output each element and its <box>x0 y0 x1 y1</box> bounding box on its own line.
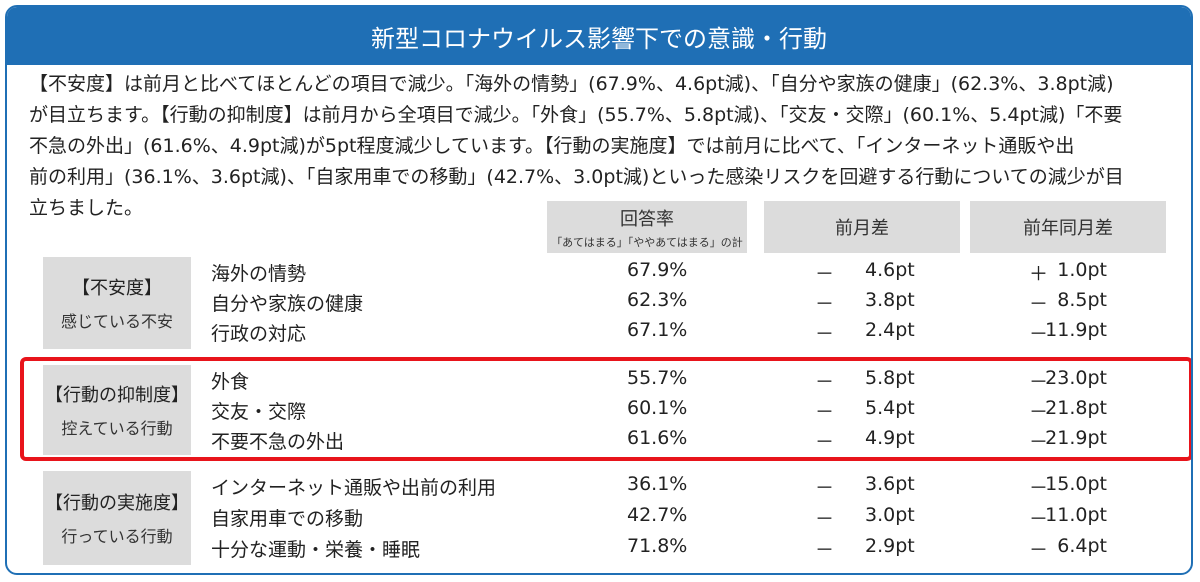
row-yoy-sign: － <box>1029 371 1049 393</box>
column-header-rate-label: 回答率 <box>620 208 674 230</box>
row-mom-sign: － <box>815 508 835 530</box>
row-mom-sign: － <box>815 401 835 423</box>
table-row: 行政の対応 67.1% － 2.4pt － 11.9pt <box>29 319 1189 348</box>
summary-paragraph: 【不安度】は前月と比べてほとんどの項目で減少。「海外の情勢」(67.9%、4.6… <box>29 69 1179 224</box>
row-yoy-sign: － <box>1029 401 1049 423</box>
group-anxiety: 【不安度】 感じている不安 海外の情勢 67.9% － 4.6pt ＋ 1.0p… <box>29 257 1189 353</box>
row-item: 自分や家族の健康 <box>211 293 364 315</box>
row-yoy-sign: － <box>1029 539 1049 561</box>
row-mom: 4.6pt <box>865 259 915 281</box>
row-mom-sign: － <box>815 539 835 561</box>
row-yoy-sign: － <box>1029 508 1049 530</box>
table-row: 外食 55.7% － 5.8pt － 23.0pt <box>29 367 1189 396</box>
row-mom: 2.4pt <box>865 319 915 341</box>
row-mom: 4.9pt <box>865 427 915 449</box>
row-mom: 3.6pt <box>865 473 915 495</box>
column-header-mom: 前月差 <box>764 201 960 253</box>
row-yoy: 8.5pt <box>1057 289 1107 311</box>
row-rate: 67.9% <box>627 259 688 281</box>
group-title: 【行動の抑制度】 <box>45 385 189 406</box>
row-item: 海外の情勢 <box>211 263 307 285</box>
row-mom-sign: － <box>815 477 835 499</box>
row-mom-sign: － <box>815 293 835 315</box>
group-label: 【不安度】 感じている不安 <box>43 257 191 349</box>
group-label: 【行動の抑制度】 控えている行動 <box>43 365 191 455</box>
table-row: 自家用車での移動 42.7% － 3.0pt － 11.0pt <box>29 504 1189 533</box>
column-header-rate: 回答率 「あてはまる」「ややあてはまる」の計 <box>547 201 747 253</box>
summary-line: 不急の外出」(61.6%、4.9pt減)が5pt程度減少しています。【行動の実施… <box>29 135 1075 157</box>
row-item: 十分な運動・栄養・睡眠 <box>211 539 421 561</box>
row-item: インターネット通販や出前の利用 <box>211 477 497 499</box>
highlight-box <box>20 357 1191 461</box>
summary-line: 【不安度】は前月と比べてほとんどの項目で減少。「海外の情勢」(67.9%、4.6… <box>29 73 1114 95</box>
row-rate: 67.1% <box>627 319 688 341</box>
group-subtitle: 控えている行動 <box>61 419 173 438</box>
report-panel: 新型コロナウイルス影響下での意識・行動 【不安度】は前月と比べてほとんどの項目で… <box>5 5 1193 575</box>
row-mom: 3.8pt <box>865 289 915 311</box>
row-mom: 5.8pt <box>865 367 915 389</box>
table-row: 交友・交際 60.1% － 5.4pt － 21.8pt <box>29 397 1189 426</box>
row-yoy: 11.0pt <box>1045 504 1107 526</box>
group-subtitle: 行っている行動 <box>61 527 173 546</box>
row-mom: 5.4pt <box>865 397 915 419</box>
table-row: インターネット通販や出前の利用 36.1% － 3.6pt － 15.0pt <box>29 473 1189 502</box>
row-yoy-sign: － <box>1029 323 1049 345</box>
row-rate: 55.7% <box>627 367 688 389</box>
summary-line: 前の利用」(36.1%、3.6pt減)、「自家用車での移動」(42.7%、3.0… <box>29 166 1124 188</box>
row-item: 行政の対応 <box>211 323 307 345</box>
row-mom: 3.0pt <box>865 504 915 526</box>
row-yoy-sign: － <box>1029 431 1049 453</box>
row-item: 交友・交際 <box>211 401 307 423</box>
group-subtitle: 感じている不安 <box>60 312 173 331</box>
group-title: 【不安度】 <box>72 278 162 299</box>
row-yoy-sign: － <box>1029 293 1049 315</box>
group-action: 【行動の実施度】 行っている行動 インターネット通販や出前の利用 36.1% －… <box>29 469 1189 569</box>
row-mom-sign: － <box>815 323 835 345</box>
row-yoy: 6.4pt <box>1057 535 1107 557</box>
table-row: 自分や家族の健康 62.3% － 3.8pt － 8.5pt <box>29 289 1189 318</box>
row-yoy: 1.0pt <box>1057 259 1107 281</box>
row-mom-sign: － <box>815 263 835 285</box>
row-item: 外食 <box>211 371 250 393</box>
row-rate: 36.1% <box>627 473 688 495</box>
group-title: 【行動の実施度】 <box>45 493 189 514</box>
table-row: 十分な運動・栄養・睡眠 71.8% － 2.9pt － 6.4pt <box>29 535 1189 564</box>
row-item: 自家用車での移動 <box>211 508 364 530</box>
table-row: 不要不急の外出 61.6% － 4.9pt － 21.9pt <box>29 427 1189 456</box>
row-item: 不要不急の外出 <box>211 431 345 453</box>
group-label: 【行動の実施度】 行っている行動 <box>43 471 191 565</box>
row-rate: 71.8% <box>627 535 688 557</box>
row-rate: 60.1% <box>627 397 688 419</box>
row-rate: 61.6% <box>627 427 688 449</box>
row-rate: 42.7% <box>627 504 688 526</box>
panel-title: 新型コロナウイルス影響下での意識・行動 <box>7 7 1191 65</box>
column-header-yoy: 前年同月差 <box>970 201 1166 253</box>
row-yoy-sign: ＋ <box>1029 263 1049 285</box>
row-yoy: 15.0pt <box>1045 473 1107 495</box>
row-yoy: 21.9pt <box>1045 427 1107 449</box>
row-yoy: 11.9pt <box>1045 319 1107 341</box>
column-header-mom-label: 前月差 <box>835 218 889 239</box>
summary-line: が目立ちます。【行動の抑制度】は前月から全項目で減少。「外食」(55.7%、5.… <box>29 104 1123 126</box>
row-yoy-sign: － <box>1029 477 1049 499</box>
summary-line: 立ちました。 <box>29 197 144 219</box>
row-yoy: 23.0pt <box>1045 367 1107 389</box>
row-yoy: 21.8pt <box>1045 397 1107 419</box>
row-mom-sign: － <box>815 371 835 393</box>
column-header-yoy-label: 前年同月差 <box>1023 218 1113 239</box>
column-header-rate-note: 「あてはまる」「ややあてはまる」の計 <box>551 235 743 249</box>
table-row: 海外の情勢 67.9% － 4.6pt ＋ 1.0pt <box>29 259 1189 288</box>
group-restraint: 【行動の抑制度】 控えている行動 外食 55.7% － 5.8pt － 23.0… <box>29 365 1189 461</box>
row-mom: 2.9pt <box>865 535 915 557</box>
row-rate: 62.3% <box>627 289 688 311</box>
row-mom-sign: － <box>815 431 835 453</box>
